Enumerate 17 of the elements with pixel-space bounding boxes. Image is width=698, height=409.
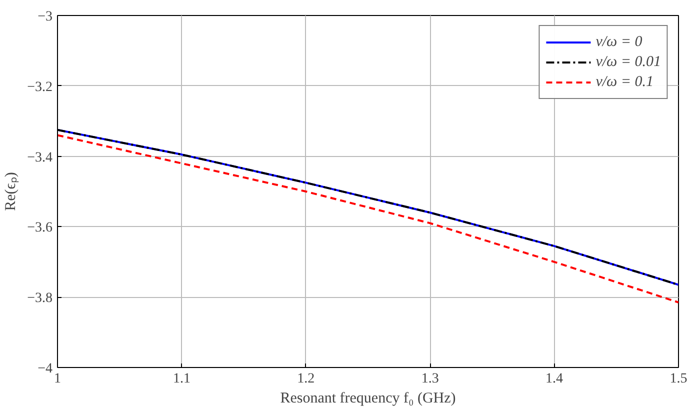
x-tick-label: 1.3 (421, 372, 439, 386)
y-tick-label: −4 (38, 362, 53, 376)
x-tick-label: 1 (54, 372, 61, 386)
legend-label: ν/ω = 0.1 (596, 74, 654, 90)
legend-label: ν/ω = 0 (596, 34, 642, 50)
y-tick-label: −3.8 (27, 291, 53, 306)
x-axis-title: Resonant frequency f₀ (GHz) (280, 390, 456, 406)
x-tick-label: 1.1 (172, 372, 190, 386)
legend-label: ν/ω = 0.01 (596, 54, 661, 70)
x-tick-label: 1.4 (546, 372, 564, 386)
x-tick-label: 1.2 (297, 372, 315, 386)
y-axis-title: Re(ϵₚ) (3, 172, 20, 211)
y-tick-label: −3.6 (27, 220, 53, 236)
y-tick-label: −3 (38, 10, 53, 24)
y-tick-label: −3.4 (27, 150, 53, 166)
x-tick-label: 1.5 (670, 372, 688, 386)
y-tick-label: −3.2 (27, 80, 53, 95)
